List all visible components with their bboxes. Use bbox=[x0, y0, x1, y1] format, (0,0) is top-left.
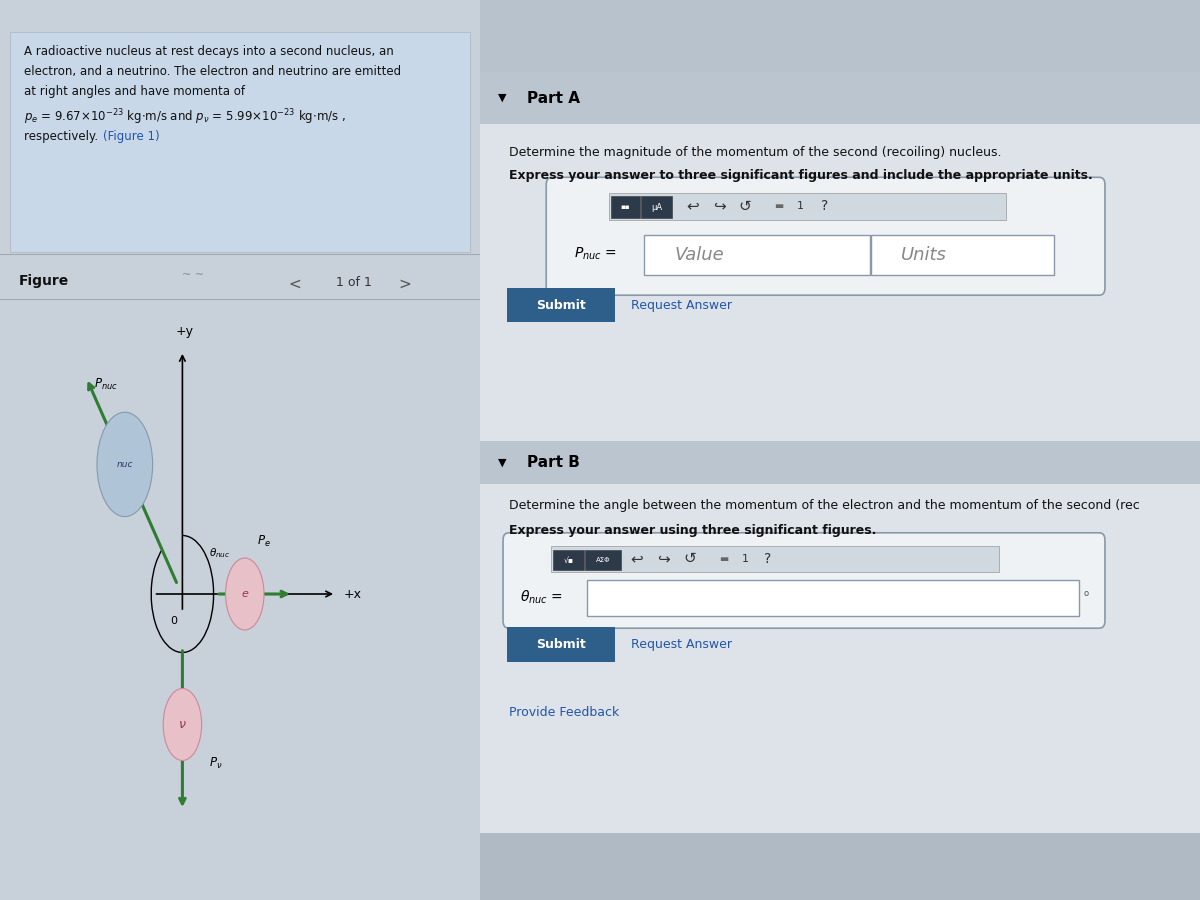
Text: ▪▪: ▪▪ bbox=[620, 204, 630, 210]
Text: Express your answer using three significant figures.: Express your answer using three signific… bbox=[509, 524, 876, 536]
FancyBboxPatch shape bbox=[611, 196, 640, 218]
Text: ↺: ↺ bbox=[738, 199, 751, 213]
Circle shape bbox=[163, 688, 202, 760]
Text: A radioactive nucleus at rest decays into a second nucleus, an: A radioactive nucleus at rest decays int… bbox=[24, 45, 394, 58]
FancyBboxPatch shape bbox=[587, 580, 1079, 616]
Text: ↺: ↺ bbox=[684, 552, 697, 566]
Text: Units: Units bbox=[901, 246, 947, 264]
Text: $p_e$ = 9.67$\times$10$^{-23}$ kg$\cdot$m/s and $p_\nu$ = 5.99$\times$10$^{-23}$: $p_e$ = 9.67$\times$10$^{-23}$ kg$\cdot$… bbox=[24, 107, 346, 127]
Text: ΑΣΦ: ΑΣΦ bbox=[596, 557, 611, 562]
Text: √▪: √▪ bbox=[564, 555, 574, 564]
Text: ▼: ▼ bbox=[498, 457, 506, 468]
FancyBboxPatch shape bbox=[553, 550, 583, 570]
Text: 0: 0 bbox=[170, 616, 178, 626]
Text: $\theta_{nuc}$: $\theta_{nuc}$ bbox=[209, 546, 230, 560]
FancyBboxPatch shape bbox=[480, 441, 1200, 484]
FancyBboxPatch shape bbox=[480, 441, 1200, 900]
Text: electron, and a neutrino. The electron and neutrino are emitted: electron, and a neutrino. The electron a… bbox=[24, 65, 401, 77]
Text: Determine the magnitude of the momentum of the second (recoiling) nucleus.: Determine the magnitude of the momentum … bbox=[509, 146, 1001, 158]
FancyBboxPatch shape bbox=[871, 235, 1054, 274]
Text: Provide Feedback: Provide Feedback bbox=[509, 706, 619, 719]
Text: Value: Value bbox=[674, 246, 724, 264]
Text: $P_e$: $P_e$ bbox=[257, 534, 271, 549]
Text: $P_{nuc}$ =: $P_{nuc}$ = bbox=[574, 246, 617, 262]
FancyBboxPatch shape bbox=[608, 193, 1007, 220]
FancyBboxPatch shape bbox=[641, 196, 672, 218]
Text: ▬: ▬ bbox=[774, 201, 784, 212]
Text: Part A: Part A bbox=[527, 91, 580, 105]
FancyBboxPatch shape bbox=[506, 288, 616, 322]
Text: Part B: Part B bbox=[527, 455, 580, 470]
Text: ↪: ↪ bbox=[658, 552, 670, 566]
FancyBboxPatch shape bbox=[503, 533, 1105, 628]
Text: >: > bbox=[398, 276, 412, 292]
FancyBboxPatch shape bbox=[480, 0, 1200, 72]
Text: ↪: ↪ bbox=[713, 199, 726, 213]
Text: Submit: Submit bbox=[536, 299, 587, 311]
Text: Request Answer: Request Answer bbox=[631, 299, 732, 311]
Text: μA: μA bbox=[650, 202, 662, 211]
Text: +y: +y bbox=[176, 325, 194, 338]
Text: ?: ? bbox=[821, 199, 828, 213]
Text: (Figure 1): (Figure 1) bbox=[103, 130, 160, 142]
Text: ↩: ↩ bbox=[630, 552, 643, 566]
Text: $P_{nuc}$: $P_{nuc}$ bbox=[94, 377, 118, 392]
Text: Submit: Submit bbox=[536, 638, 587, 651]
Text: Figure: Figure bbox=[19, 274, 70, 289]
FancyBboxPatch shape bbox=[551, 546, 1000, 572]
Text: $P_\nu$: $P_\nu$ bbox=[209, 756, 222, 771]
FancyBboxPatch shape bbox=[480, 72, 1200, 441]
Text: ?: ? bbox=[764, 552, 772, 566]
Circle shape bbox=[97, 412, 152, 517]
Text: 1 of 1: 1 of 1 bbox=[336, 276, 372, 289]
FancyBboxPatch shape bbox=[480, 72, 1200, 124]
Text: <: < bbox=[288, 276, 301, 292]
Text: 1: 1 bbox=[742, 554, 749, 564]
Text: +x: +x bbox=[343, 588, 361, 600]
FancyBboxPatch shape bbox=[10, 32, 470, 252]
Text: ▬: ▬ bbox=[719, 554, 728, 564]
Text: 1: 1 bbox=[797, 201, 804, 212]
Text: at right angles and have momenta of: at right angles and have momenta of bbox=[24, 85, 245, 97]
Text: Request Answer: Request Answer bbox=[631, 638, 732, 651]
Text: ν: ν bbox=[179, 718, 186, 731]
FancyBboxPatch shape bbox=[506, 627, 616, 662]
FancyBboxPatch shape bbox=[480, 832, 1200, 900]
Text: Express your answer to three significant figures and include the appropriate uni: Express your answer to three significant… bbox=[509, 169, 1092, 182]
Text: respectively.: respectively. bbox=[24, 130, 102, 142]
FancyBboxPatch shape bbox=[546, 177, 1105, 295]
FancyBboxPatch shape bbox=[586, 550, 622, 570]
Text: e: e bbox=[241, 589, 248, 599]
Text: nuc: nuc bbox=[116, 460, 133, 469]
Text: o: o bbox=[1084, 590, 1088, 598]
Text: ↩: ↩ bbox=[686, 199, 698, 213]
Text: $\theta_{nuc}$ =: $\theta_{nuc}$ = bbox=[520, 589, 563, 607]
Circle shape bbox=[226, 558, 264, 630]
Text: Determine the angle between the momentum of the electron and the momentum of the: Determine the angle between the momentum… bbox=[509, 500, 1140, 512]
Text: ~ ~: ~ ~ bbox=[182, 270, 204, 280]
FancyBboxPatch shape bbox=[644, 235, 870, 274]
Text: ▼: ▼ bbox=[498, 93, 506, 104]
